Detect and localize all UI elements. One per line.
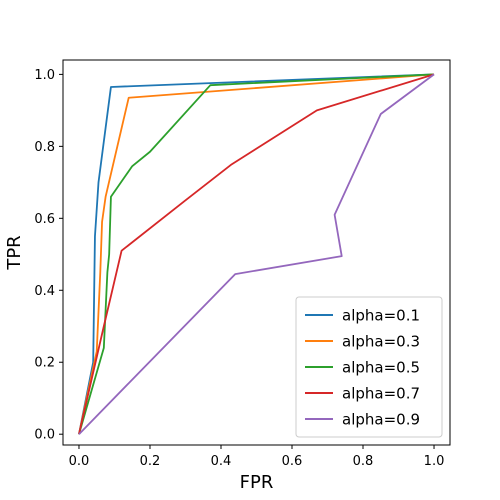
y-tick-label: 0.0 [34,428,55,443]
y-axis-label: TPR [4,235,25,270]
x-tick-label: 0.4 [211,454,232,469]
plot-frame [62,59,451,446]
series-line-0 [78,73,435,435]
legend-label: alpha=0.5 [342,359,420,377]
x-tick-label: 1.0 [424,454,445,469]
y-tick-label: 0.6 [34,212,55,227]
x-tick-label: 0.6 [282,454,303,469]
x-tick-label: 0.0 [69,454,90,469]
series-lines [78,73,435,435]
series-line-1 [78,73,435,435]
y-tick-label: 0.4 [34,284,55,299]
legend-label: alpha=0.3 [342,333,420,351]
legend-label: alpha=0.9 [342,411,420,429]
series-line-3 [78,73,435,435]
y-tick-label: 0.8 [34,140,55,155]
axis-ticks: 0.0 0.2 0.4 0.6 0.8 1.0 0.0 0.2 0.4 0.6 0.8 1.0 [34,68,444,469]
x-tick-label: 0.2 [140,454,161,469]
legend: alpha=0.1 alpha=0.3 alpha=0.5 alpha=0.7 alph… [295,296,443,438]
x-axis-label: FPR [240,472,274,493]
y-tick-label: 0.2 [34,356,55,371]
series-line-4 [78,73,435,435]
legend-label: alpha=0.1 [342,307,420,325]
legend-label: alpha=0.7 [342,385,420,403]
x-tick-label: 0.8 [353,454,374,469]
y-tick-label: 1.0 [34,68,55,83]
legend-frame [295,296,443,438]
